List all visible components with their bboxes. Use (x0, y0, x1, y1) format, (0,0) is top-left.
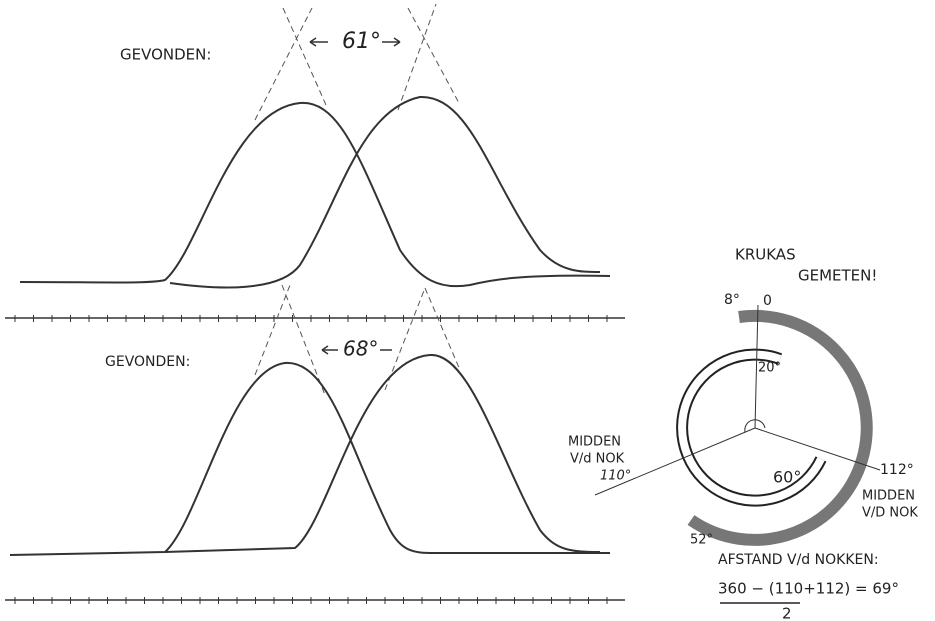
bottom-panel: GEVONDEN: 68° (5, 285, 625, 604)
tangent (255, 285, 290, 375)
angle-label: 68° (343, 337, 378, 361)
formula: 2 (782, 605, 792, 621)
angle-label: 61° (342, 29, 381, 54)
mark: 0 (763, 293, 772, 309)
cam-curve (10, 363, 610, 555)
panel-label: GEVONDEN: (120, 46, 211, 64)
tangent (282, 285, 325, 395)
side-label: V/D NOK (862, 506, 918, 521)
cam-curve (20, 103, 610, 286)
cam-curve (165, 355, 600, 552)
mark: 8° (724, 292, 740, 308)
formula: 360 − (110+112) = 69° (718, 580, 899, 598)
title: KRUKAS (735, 246, 796, 264)
formula-label: AFSTAND V/d NOKKEN: (718, 552, 879, 568)
tangent (408, 8, 460, 105)
crank-diagram: KRUKAS GEMETEN! 8° 0 20° 60° 52° MIDDEN … (568, 246, 918, 621)
tangent (398, 4, 436, 110)
diagram: GEVONDEN: 61° GEVONDEN: 68° KRUKAS GEMET… (0, 0, 935, 621)
top-panel: GEVONDEN: 61° (5, 4, 625, 322)
title: GEMETEN! (798, 267, 877, 285)
mark: 60° (773, 468, 801, 487)
outer-arc (691, 316, 867, 540)
panel-label: GEVONDEN: (105, 354, 190, 370)
mark: 52° (690, 533, 713, 548)
side-label: 112° (880, 462, 914, 478)
mark: 20° (758, 361, 781, 376)
tangent (283, 8, 326, 105)
cam-curve (170, 97, 600, 288)
side-label: V/d NOK (570, 452, 625, 467)
side-label: 110° (600, 469, 631, 484)
side-label: MIDDEN (862, 489, 915, 504)
side-label: MIDDEN (568, 435, 621, 450)
